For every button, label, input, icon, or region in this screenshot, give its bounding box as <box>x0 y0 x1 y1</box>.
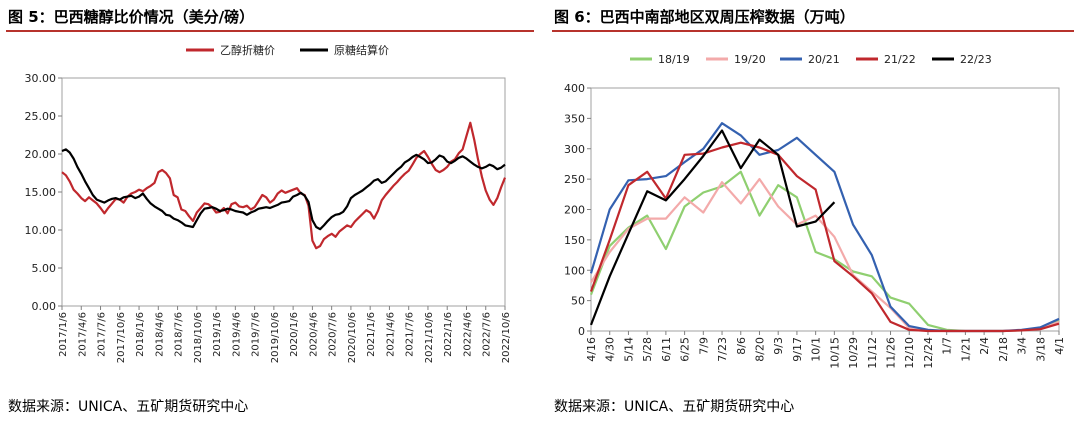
x-tick-label: 2022/10/6 <box>501 312 512 363</box>
x-tick-label: 10/1 <box>810 337 823 362</box>
x-tick-label: 2021/10/6 <box>424 312 435 363</box>
plot-area <box>590 87 1060 332</box>
x-tick-label: 2017/1/6 <box>58 312 69 357</box>
y-tick-label: 5.00 <box>32 262 57 275</box>
y-tick-label: 20.00 <box>25 148 57 161</box>
x-tick-label: 7/9 <box>697 337 710 355</box>
series-line <box>589 141 1060 333</box>
x-tick-label: 11/26 <box>885 337 898 369</box>
series-line <box>61 121 507 250</box>
x-tick-label: 6/25 <box>679 337 692 362</box>
sugar-ethanol-price-chart: 0.00 5.00 10.00 15.00 20.00 25.00 30.00 2017/1/… <box>25 43 513 363</box>
x-tick-label: 12/10 <box>903 337 916 369</box>
x-tick-label: 4/30 <box>604 337 617 362</box>
x-tick-label: 12/24 <box>922 337 935 369</box>
source-note: 数据来源：UNICA、五矿期货研究中心 <box>554 399 795 415</box>
x-tick-label: 2022/1/6 <box>443 312 454 357</box>
legend-label: 21/22 <box>884 53 916 66</box>
y-tick-label: 0.00 <box>32 300 57 313</box>
x-tick-label: 2021/1/6 <box>366 312 377 357</box>
y-tick-label: 50 <box>571 295 585 308</box>
x-tick-label: 2019/1/6 <box>212 312 223 357</box>
x-tick-label: 2018/7/6 <box>174 312 185 357</box>
x-tick-label: 2018/1/6 <box>135 312 146 357</box>
x-tick-label: 1/21 <box>959 337 972 362</box>
y-tick-label: 200 <box>564 204 585 217</box>
x-tick-label: 2019/4/6 <box>231 312 242 357</box>
legend-label: 19/20 <box>734 53 766 66</box>
y-tick-label: 150 <box>564 234 585 247</box>
x-tick-label: 5/14 <box>622 337 635 362</box>
chart-title: 图 5：巴西糖醇比价情况（美分/磅） <box>8 8 255 26</box>
x-tick-label: 2020/1/6 <box>289 312 300 357</box>
y-tick-label: 400 <box>564 82 585 95</box>
x-tick-label: 9/17 <box>791 337 804 362</box>
y-tick-label: 0 <box>578 325 585 338</box>
chart-title: 图 6：巴西中南部地区双周压榨数据（万吨） <box>554 8 855 26</box>
x-tick-label: 2020/10/6 <box>347 312 358 363</box>
x-tick-label: 2017/4/6 <box>77 312 88 357</box>
y-tick-label: 100 <box>564 264 585 277</box>
x-tick-label: 2/18 <box>997 337 1010 362</box>
biweekly-crush-chart: 0 50 100 150 200 250 300 350 400 4/16 4/30 5/14 5/28… <box>564 53 1066 369</box>
x-tick-label: 2018/10/6 <box>193 312 204 363</box>
y-tick-label: 10.00 <box>25 224 57 237</box>
x-tick-label: 2019/7/6 <box>251 312 262 357</box>
x-tick-label: 2020/7/6 <box>328 312 339 357</box>
x-tick-label: 10/15 <box>828 337 841 369</box>
legend-label: 乙醇折糖价 <box>220 43 275 57</box>
y-tick-label: 350 <box>564 112 585 125</box>
legend-label: 20/21 <box>808 53 840 66</box>
x-tick-label: 5/28 <box>641 337 654 362</box>
x-tick-label: 2022/4/6 <box>462 312 473 357</box>
x-tick-label: 7/23 <box>716 337 729 362</box>
x-tick-label: 2020/4/6 <box>308 312 319 357</box>
x-tick-label: 2/4 <box>978 337 991 355</box>
x-tick-label: 2021/7/6 <box>405 312 416 357</box>
x-tick-label: 8/20 <box>753 337 766 362</box>
x-tick-label: 2019/10/6 <box>270 312 281 363</box>
x-tick-label: 6/11 <box>660 337 673 362</box>
series-line <box>61 148 506 231</box>
legend-label: 22/23 <box>960 53 992 66</box>
title-divider <box>552 30 1074 32</box>
x-tick-label: 9/3 <box>772 337 785 355</box>
x-tick-label: 2017/7/6 <box>97 312 108 357</box>
x-tick-label: 8/6 <box>735 337 748 355</box>
source-note: 数据来源：UNICA、五矿期货研究中心 <box>8 399 249 415</box>
x-tick-label: 11/12 <box>866 337 879 369</box>
y-tick-label: 300 <box>564 143 585 156</box>
left-chart-panel: 图 5：巴西糖醇比价情况（美分/磅） 0.00 5.00 10.00 15.00 20.… <box>6 8 534 415</box>
x-tick-label: 1/7 <box>941 337 954 355</box>
right-chart-panel: 图 6：巴西中南部地区双周压榨数据（万吨） 0 50 100 150 200 250 300… <box>546 0 1080 424</box>
y-tick-label: 15.00 <box>25 186 57 199</box>
x-tick-label: 4/1 <box>1053 337 1066 355</box>
series-line <box>589 129 836 326</box>
y-tick-label: 25.00 <box>25 110 57 123</box>
legend-label: 原糖结算价 <box>334 43 389 57</box>
series-line <box>589 170 1060 333</box>
x-tick-label: 2017/10/6 <box>116 312 127 363</box>
x-tick-label: 10/29 <box>847 337 860 369</box>
y-tick-label: 30.00 <box>25 72 57 85</box>
x-tick-label: 2021/4/6 <box>385 312 396 357</box>
title-divider <box>6 30 534 32</box>
x-tick-label: 2018/4/6 <box>154 312 165 357</box>
x-tick-label: 3/18 <box>1034 337 1047 362</box>
x-tick-label: 2022/7/6 <box>482 312 493 357</box>
y-tick-label: 250 <box>564 173 585 186</box>
legend-label: 18/19 <box>658 53 690 66</box>
x-tick-label: 3/4 <box>1016 337 1029 355</box>
x-tick-label: 4/16 <box>585 337 598 362</box>
